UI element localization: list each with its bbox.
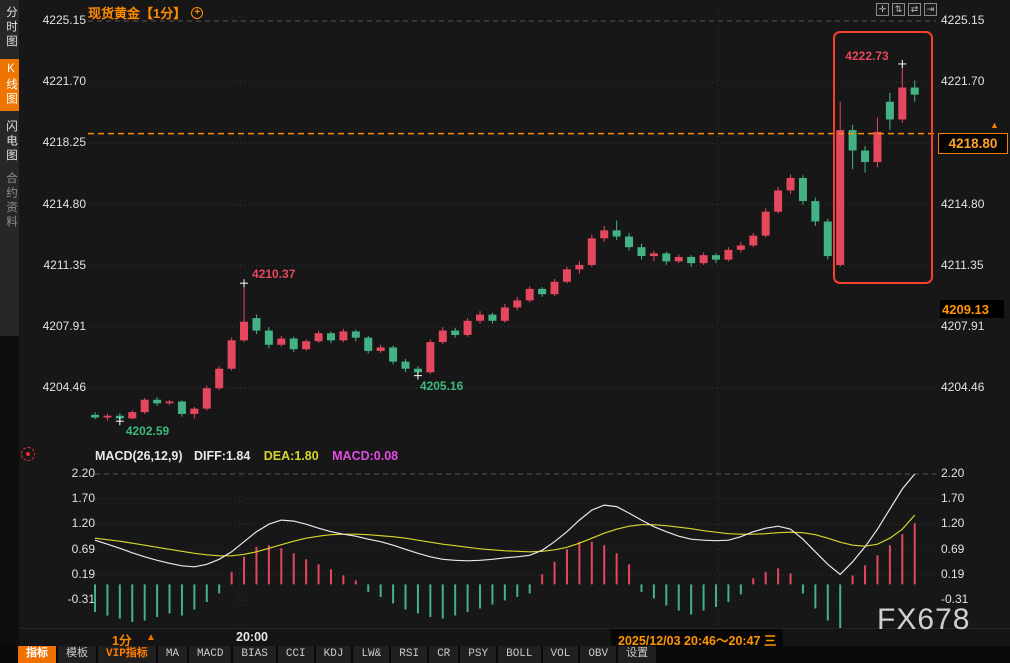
price-axis-right: 4225.15 4221.70 4214.80 4211.35 4207.91 4204.… — [941, 0, 1009, 445]
watermark-logo: FX678 — [877, 603, 971, 636]
tab-设置[interactable]: 设置 — [618, 646, 657, 663]
macd-tick-right: 0.19 — [941, 566, 965, 581]
gridlines — [88, 8, 936, 626]
add-indicator-icon[interactable]: + — [191, 6, 204, 19]
tab-VIP指标[interactable]: VIP指标 — [98, 646, 156, 663]
tab-BOLL[interactable]: BOLL — [498, 646, 541, 663]
sidebar-item-0[interactable]: 分时图 — [5, 6, 17, 50]
time-axis-row: 1分 ▲ 20:00 2025/12/03 20:46～20:47 三 — [19, 628, 1010, 648]
price-tick-left: 4218.25 — [42, 135, 86, 150]
open-price-tag: 4209.13 — [940, 300, 1004, 319]
price-tick-left: 4221.70 — [42, 74, 86, 89]
macd-diff-value: DIFF:1.84 — [194, 449, 251, 463]
tab-模板[interactable]: 模板 — [58, 646, 96, 663]
tab-LW&[interactable]: LW& — [353, 646, 390, 663]
sidebar-strip: 分时图 K线图闪电图合约资料 — [0, 0, 19, 336]
x-axis-scale-icon[interactable]: ⇄ — [908, 3, 921, 16]
price-tick-right: 4214.80 — [941, 196, 985, 211]
price-tick-right: 4221.70 — [941, 74, 985, 89]
sidebar-item-2[interactable]: 闪电图 — [5, 119, 17, 164]
macd-lines — [94, 473, 916, 576]
macd-tick-left: -0.31 — [67, 591, 95, 606]
macd-axis-right: 2.20 1.70 1.20 0.69 0.19 -0.31 — [941, 445, 1009, 630]
macd-tick-left: 2.20 — [71, 465, 95, 480]
price-axis-left: 4225.15 4221.70 4218.25 4214.80 4211.35 4207.… — [0, 0, 86, 445]
macd-tick-right: -0.31 — [941, 591, 969, 606]
y-axis-scale-icon[interactable]: ⇅ — [892, 3, 905, 16]
tab-MA[interactable]: MA — [157, 646, 188, 663]
extreme-price-label: 4202.59 — [125, 424, 170, 439]
hover-time-range: 2025/12/03 20:46～20:47 三 — [611, 629, 784, 648]
period-dropdown-icon[interactable]: ▲ — [146, 632, 156, 643]
extreme-price-label: 4210.37 — [252, 267, 296, 282]
extreme-markers — [115, 59, 907, 426]
price-tick-left: 4204.46 — [42, 380, 86, 395]
candlestick-series — [91, 63, 919, 422]
time-tick-label: 20:00 — [236, 630, 268, 644]
tab-KDJ[interactable]: KDJ — [315, 646, 352, 663]
open-price-value: 4209.13 — [942, 301, 989, 317]
macd-value: MACD:0.08 — [332, 449, 399, 463]
period-selector[interactable]: 1分 — [112, 634, 132, 648]
extreme-price-label: 4205.16 — [419, 378, 464, 393]
tab-OBV[interactable]: OBV — [580, 646, 617, 663]
crosshair-tool-icon[interactable]: ✛ — [876, 3, 889, 16]
price-tick-right: 4211.35 — [941, 257, 984, 272]
tab-VOL[interactable]: VOL — [542, 646, 579, 663]
instrument-title: 现货黄金【1分】 — [88, 6, 187, 21]
macd-tick-left: 0.69 — [71, 541, 95, 556]
price-tick-left: 4211.35 — [43, 257, 87, 272]
macd-tick-left: 1.70 — [71, 491, 95, 506]
price-tick-right: 4225.15 — [941, 13, 985, 27]
macd-tick-left: 1.20 — [71, 516, 95, 531]
price-tick-left: 4225.15 — [42, 13, 86, 27]
price-tick-left: 4214.80 — [42, 196, 86, 211]
macd-tick-right: 0.69 — [941, 541, 965, 556]
macd-axis-left: 2.20 1.70 1.20 0.69 0.19 -0.31 — [0, 445, 95, 630]
tab-指标[interactable]: 指标 — [18, 646, 56, 663]
tab-CCI[interactable]: CCI — [277, 646, 314, 663]
chart-title: 现货黄金【1分】 + — [88, 3, 204, 22]
tab-BIAS[interactable]: BIAS — [233, 646, 276, 663]
last-price-value: 4218.80 — [948, 136, 998, 151]
tab-CR[interactable]: CR — [429, 646, 459, 663]
sidebar-item-3[interactable]: 合约资料 — [5, 172, 17, 230]
price-tick-right: 4207.91 — [941, 318, 985, 333]
macd-histogram — [94, 523, 916, 629]
indicator-tab-bar: 指标 模板 VIP指标 MA MACD BIAS CCI KDJ LW& RSI CR PSY BOLL… — [0, 646, 1010, 663]
price-up-arrow-icon: ▲ — [990, 120, 999, 130]
pan-right-icon[interactable]: ⇥ — [924, 3, 937, 16]
macd-tick-right: 1.20 — [941, 516, 965, 531]
chart-toolbar: ✛ ⇅ ⇄ ⇥ — [876, 3, 937, 16]
indicator-target-icon[interactable] — [21, 447, 35, 461]
macd-tick-right: 2.20 — [941, 465, 965, 480]
sidebar: 分时图 K线图闪电图合约资料 — [0, 0, 19, 663]
price-tick-right: 4204.46 — [941, 380, 985, 395]
macd-formula: MACD(26,12,9) — [95, 449, 183, 463]
sidebar-item-1[interactable]: K线图 — [0, 58, 19, 111]
macd-tick-right: 1.70 — [941, 491, 965, 506]
tab-RSI[interactable]: RSI — [391, 646, 428, 663]
extreme-price-label: 4222.73 — [845, 48, 889, 63]
highlight-box — [833, 31, 933, 284]
macd-tick-left: 0.19 — [71, 566, 95, 581]
last-price-tag[interactable]: 4218.80 — [938, 133, 1008, 154]
macd-dea-value: DEA:1.80 — [263, 449, 319, 463]
macd-header: MACD(26,12,9) DIFF:1.84 DEA:1.80 MACD:0.… — [95, 449, 398, 463]
price-tick-left: 4207.91 — [42, 318, 86, 333]
tab-PSY[interactable]: PSY — [460, 646, 497, 663]
tab-MACD[interactable]: MACD — [189, 646, 232, 663]
